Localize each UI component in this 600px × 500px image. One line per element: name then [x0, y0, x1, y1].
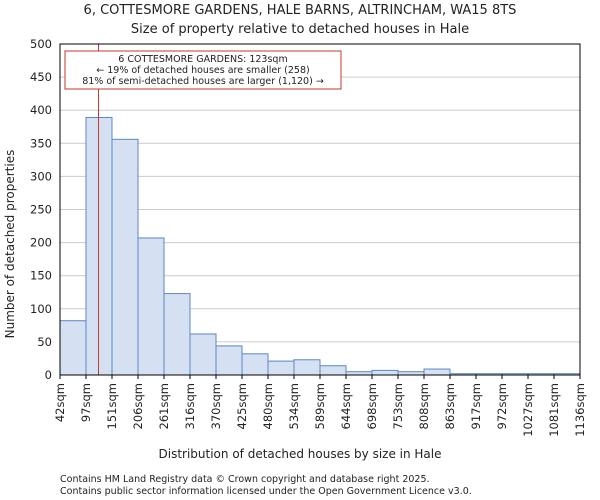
bar — [189, 333, 217, 376]
y-tick-labels: 0 50 100 150 200 250 300 350 400 450 500 — [30, 37, 52, 382]
footer-line-1: Contains HM Land Registry data © Crown c… — [60, 474, 430, 485]
x-tick-label: 151sqm — [105, 383, 119, 429]
y-axis-label: Number of detached properties — [3, 150, 17, 339]
annotation-line-3: 81% of semi-detached houses are larger (… — [82, 76, 324, 87]
footer-line-2: Contains public sector information licen… — [60, 486, 472, 497]
x-tick-label: 589sqm — [313, 383, 327, 429]
bar — [215, 345, 243, 376]
y-tick-label: 100 — [30, 302, 52, 316]
bar — [163, 293, 191, 376]
y-tick-label: 50 — [37, 335, 52, 349]
x-tick-label: 206sqm — [131, 383, 145, 429]
x-tick-label: 644sqm — [339, 383, 353, 429]
x-tick-label: 1027sqm — [521, 383, 535, 437]
bar — [319, 365, 347, 376]
y-tick-label: 300 — [30, 169, 52, 183]
bar — [241, 353, 269, 376]
x-tick-label: 1081sqm — [547, 383, 561, 437]
bar — [137, 237, 165, 376]
x-tick-label: 480sqm — [261, 383, 275, 429]
y-tick-label: 500 — [30, 37, 52, 51]
bar — [59, 320, 87, 376]
y-tick-label: 450 — [30, 70, 52, 84]
x-tick-label: 316sqm — [183, 383, 197, 429]
chart-title: 6, COTTESMORE GARDENS, HALE BARNS, ALTRI… — [84, 3, 517, 18]
y-tick-label: 250 — [30, 203, 52, 217]
y-tick-label: 400 — [30, 103, 52, 117]
bars — [59, 116, 581, 376]
x-tick-label: 863sqm — [443, 383, 457, 429]
bar — [111, 138, 139, 376]
x-axis-label: Distribution of detached houses by size … — [159, 447, 442, 461]
x-tick-label: 261sqm — [157, 383, 171, 429]
x-tick-label: 42sqm — [53, 383, 67, 422]
x-tick-label: 972sqm — [495, 383, 509, 429]
bar — [267, 360, 295, 376]
x-tick-labels: 42sqm 97sqm 151sqm 206sqm 261sqm 316sqm 370sqm… — [53, 375, 587, 437]
y-tick-label: 200 — [30, 236, 52, 250]
y-tick-label: 0 — [45, 368, 52, 382]
y-tick-label: 150 — [30, 269, 52, 283]
annotation-line-2: ← 19% of detached houses are smaller (25… — [96, 65, 309, 76]
x-tick-label: 97sqm — [79, 383, 93, 422]
annotation-line-1: 6 COTTESMORE GARDENS: 123sqm — [118, 54, 287, 65]
y-tick-label: 350 — [30, 136, 52, 150]
x-tick-label: 425sqm — [235, 383, 249, 429]
chart-subtitle: Size of property relative to detached ho… — [131, 22, 469, 37]
x-tick-label: 917sqm — [469, 383, 483, 429]
x-tick-label: 753sqm — [391, 383, 405, 429]
x-tick-label: 534sqm — [287, 383, 301, 429]
bar — [423, 368, 451, 376]
annotation-box: 6 COTTESMORE GARDENS: 123sqm ← 19% of de… — [64, 50, 342, 90]
bar — [293, 359, 321, 376]
x-tick-label: 370sqm — [209, 383, 223, 429]
bar — [371, 369, 399, 376]
x-tick-label: 698sqm — [365, 383, 379, 429]
x-tick-label: 1136sqm — [573, 383, 587, 437]
x-tick-label: 808sqm — [417, 383, 431, 429]
